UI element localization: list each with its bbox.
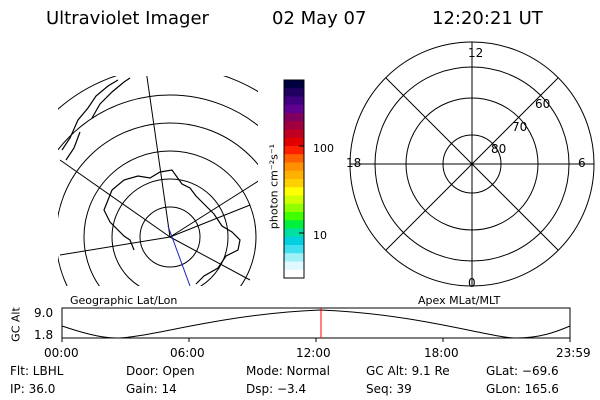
colorbar-segment (284, 220, 304, 229)
app-title: Ultraviolet Imager (46, 8, 209, 29)
lat-circle (111, 178, 229, 286)
xtick-label: 12:00 (296, 346, 331, 360)
colorbar-segment (284, 104, 304, 114)
meridian-line (59, 159, 171, 238)
status-gain: Gain: 14 (126, 382, 177, 396)
mlt-label-6: 6 (578, 156, 586, 170)
polar-diagonal (385, 77, 559, 251)
status-glat: GLat: −69.6 (486, 364, 559, 378)
colorbar-segment (284, 269, 304, 279)
mlat-label-80: 80 (491, 142, 507, 156)
status-glon: GLon: 165.6 (486, 382, 559, 396)
lat-circle (139, 206, 201, 268)
meridian-line (169, 204, 251, 238)
colorbar-segment (284, 96, 304, 106)
colorbar-segment (284, 88, 304, 97)
colorbar-segment (284, 179, 304, 188)
colorbar-segment (284, 212, 304, 221)
colorbar-segment (284, 245, 304, 254)
colorbar (283, 79, 305, 279)
meridian-line (146, 76, 171, 238)
status-seq: Seq: 39 (366, 382, 412, 396)
colorbar-segment (284, 236, 304, 246)
colorbar-segment (284, 170, 304, 180)
xtick-label: 18:00 (424, 346, 459, 360)
status-ip: IP: 36.0 (10, 382, 56, 396)
status-filter: Flt: LBHL (10, 364, 64, 378)
colorbar-segment (284, 154, 304, 163)
mlat-label-70: 70 (512, 120, 528, 134)
xtick-label: 00:00 (44, 346, 79, 360)
meridian-line (169, 236, 251, 281)
colorbar-segment (284, 187, 304, 196)
lat-circle (83, 150, 257, 286)
status-door: Door: Open (126, 364, 195, 378)
status-gc-alt: GC Alt: 9.1 Re (366, 364, 450, 378)
colorbar-segment (284, 203, 304, 213)
lat-circle (58, 94, 258, 151)
coastline (61, 77, 131, 161)
colorbar-segment (284, 146, 304, 155)
mlt-label-12: 12 (468, 46, 484, 60)
colorbar-segment (284, 228, 304, 238)
time-label: 12:20:21 UT (432, 8, 543, 29)
altitude-curve (61, 309, 571, 339)
xtick-label: 06:00 (170, 346, 205, 360)
date-label: 02 May 07 (272, 8, 367, 29)
satellite-track (167, 225, 191, 286)
colorbar-segment (284, 162, 304, 172)
xtick-label: 23:59 (556, 346, 591, 360)
colorbar-tick-100: 100 (313, 142, 334, 155)
colorbar-segment (284, 121, 304, 130)
colorbar-tick-10: 10 (313, 229, 327, 242)
mlt-label-0: 0 (468, 276, 476, 290)
colorbar-segment (284, 253, 304, 262)
meridian-line (169, 180, 258, 238)
colorbar-segment (284, 261, 304, 271)
colorbar-segment (284, 195, 304, 205)
colorbar-segment (284, 80, 304, 89)
altitude-plot-frame (61, 307, 571, 339)
mlat-label-60: 60 (535, 97, 551, 111)
right-panel-caption: Apex MLat/MLT (418, 294, 501, 307)
lat-circle (58, 122, 258, 286)
status-mode: Mode: Normal (246, 364, 330, 378)
colorbar-segment (284, 113, 304, 122)
colorbar-segment (284, 137, 304, 147)
left-panel-caption: Geographic Lat/Lon (70, 294, 178, 307)
altitude-ytick-bottom: 1.8 (34, 328, 54, 342)
antarctica-coastline (103, 169, 241, 285)
meridian-line (59, 236, 171, 256)
colorbar-frame (283, 79, 305, 279)
altitude-ytick-top: 9.0 (34, 306, 54, 320)
status-dsp: Dsp: −3.4 (246, 382, 307, 396)
colorbar-segment (284, 129, 304, 139)
mlt-label-18: 18 (346, 156, 362, 170)
